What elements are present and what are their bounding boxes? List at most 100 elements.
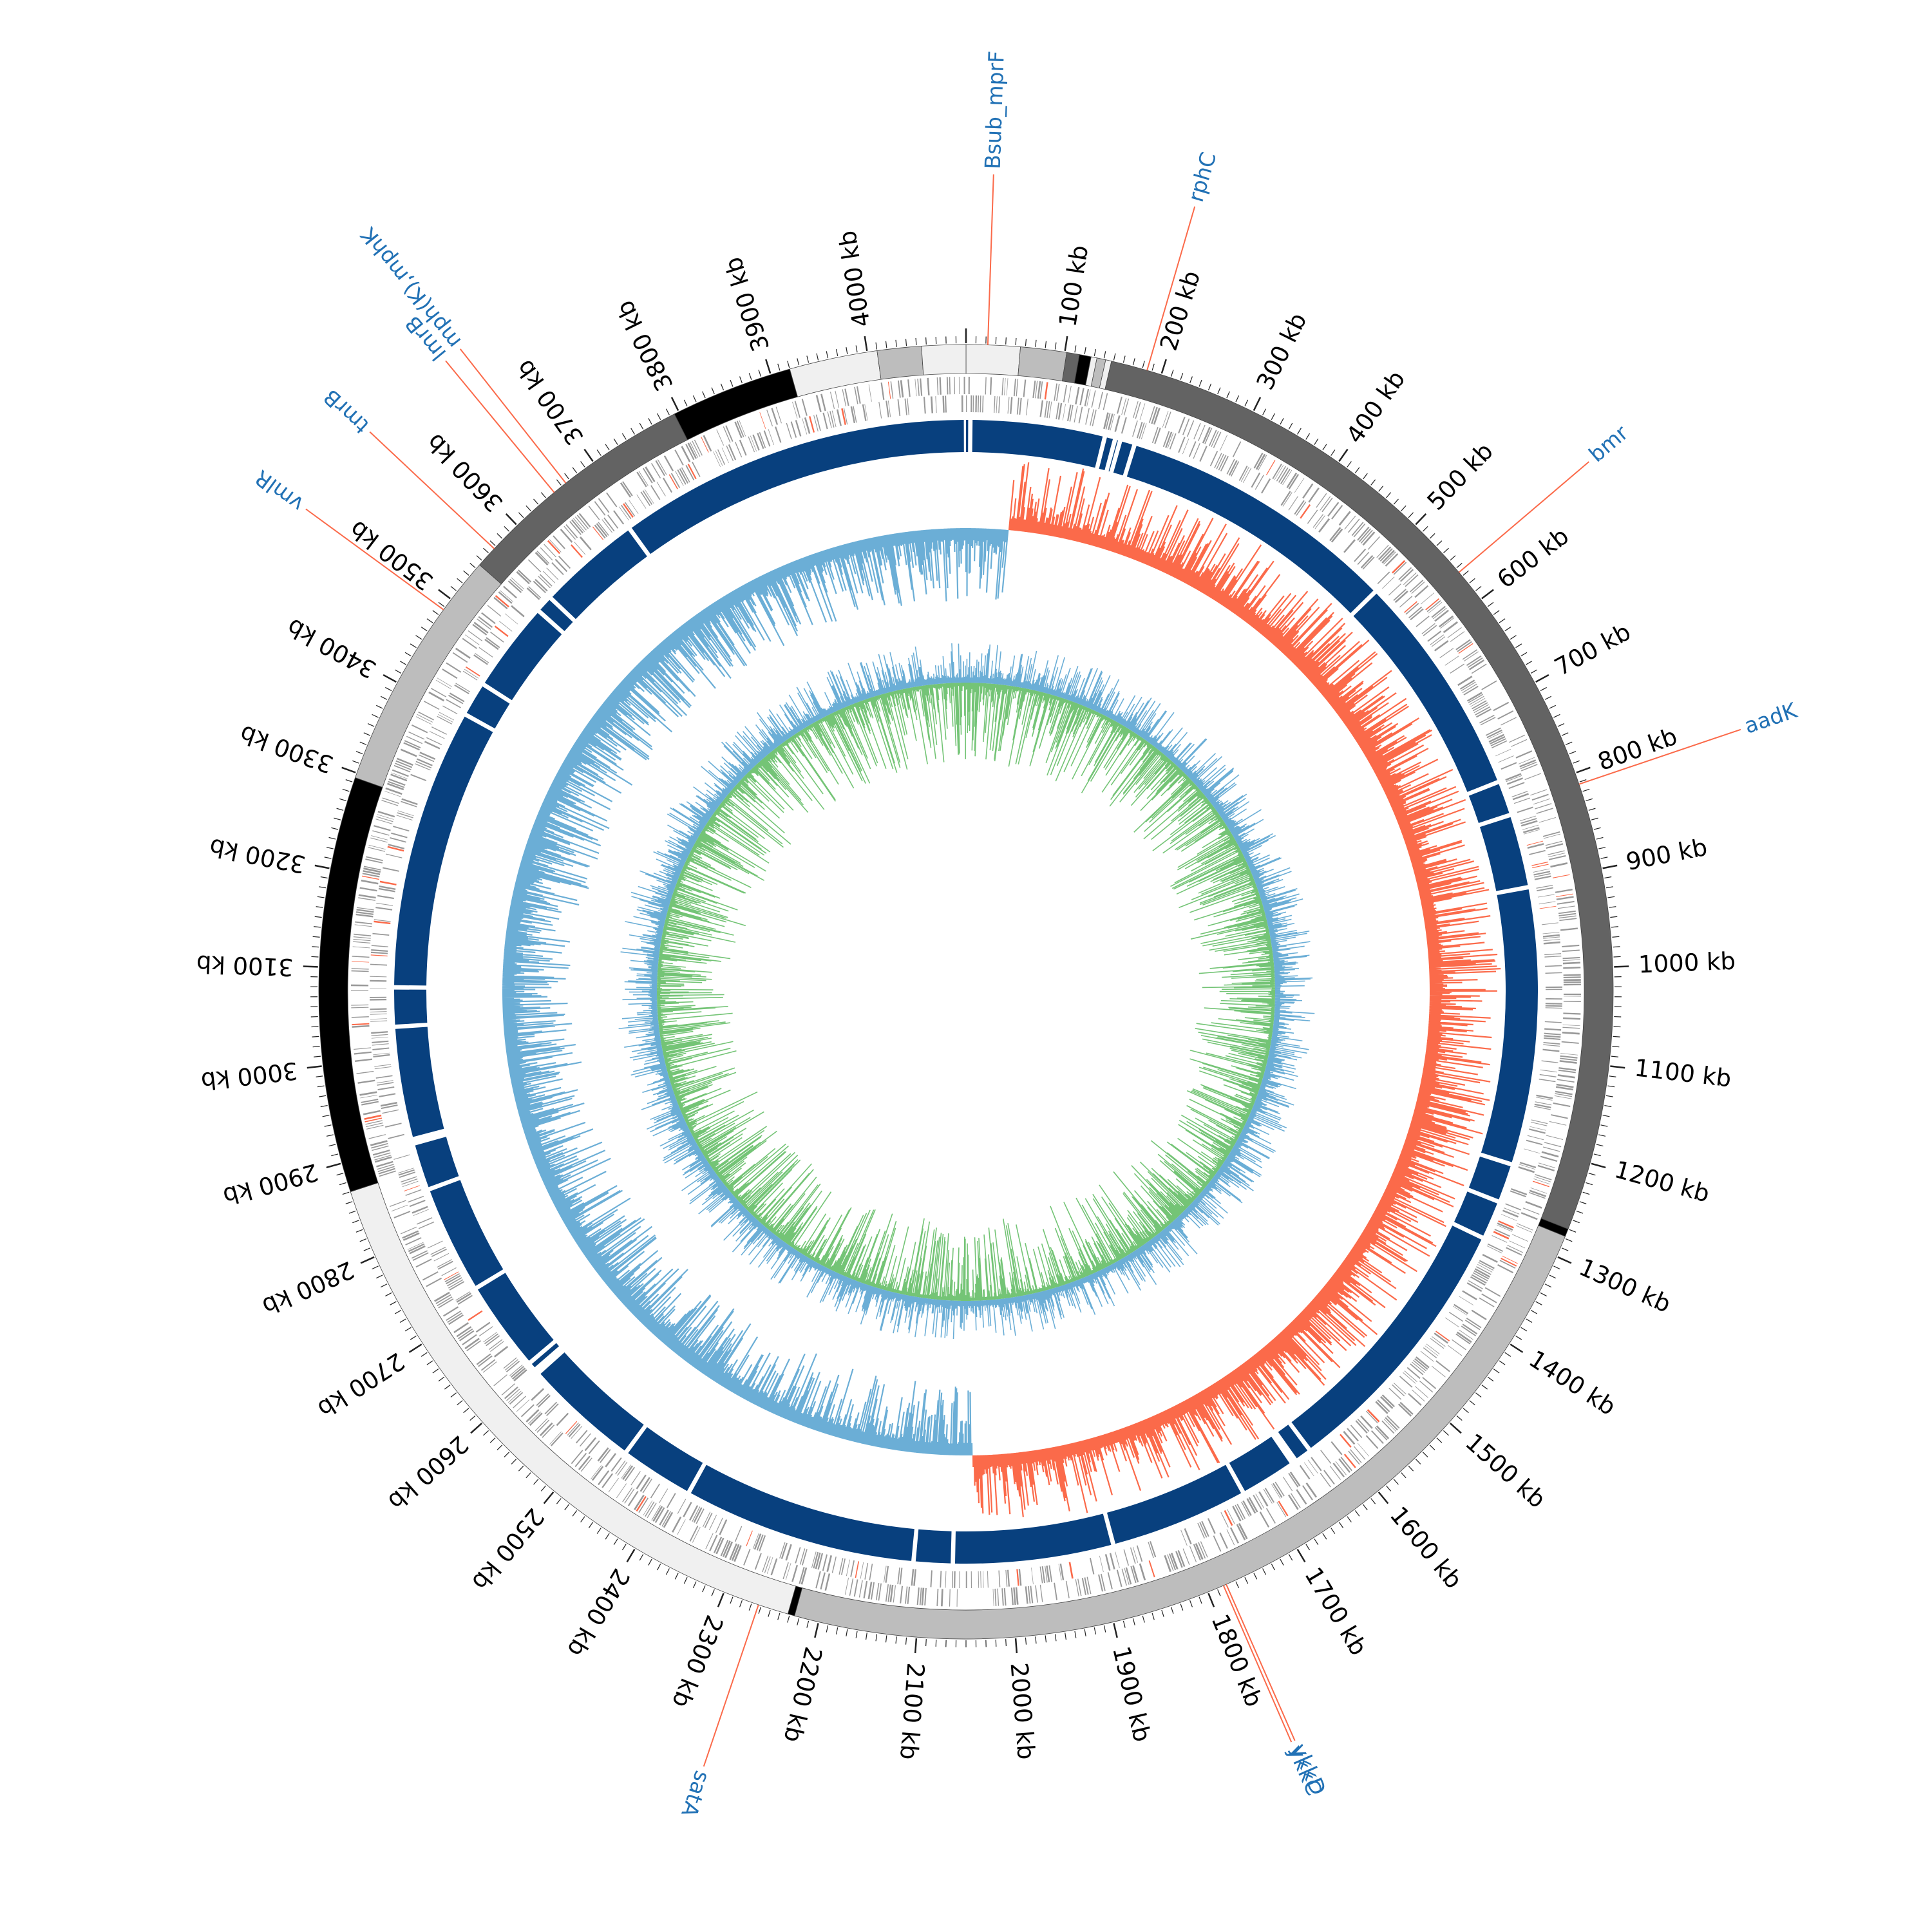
minor-tick: [787, 361, 790, 368]
gene-feature: [1452, 1339, 1466, 1350]
minor-tick: [665, 408, 670, 415]
gene-feature: [526, 587, 540, 600]
gene-feature: [771, 408, 779, 425]
gene-feature: [940, 1571, 942, 1588]
gene-feature: [1546, 843, 1564, 849]
gene-feature: [462, 1334, 477, 1345]
gene-feature: [1107, 1572, 1113, 1589]
minor-tick: [730, 1596, 734, 1604]
minor-tick: [846, 347, 848, 355]
gene-feature: [350, 990, 368, 991]
gene-feature: [615, 1460, 626, 1475]
minor-tick: [1305, 1544, 1311, 1551]
gene-feature: [371, 945, 388, 947]
blue-ring-segment: [1126, 446, 1374, 613]
gene-feature: [1379, 548, 1393, 562]
minor-tick: [1331, 1528, 1336, 1534]
minor-tick: [376, 705, 383, 709]
gene-feature: [1558, 1067, 1577, 1071]
minor-tick: [363, 732, 371, 736]
gene-feature: [1447, 627, 1462, 638]
minor-tick: [657, 413, 661, 420]
gene-feature: [850, 1560, 855, 1577]
gene-feature: [488, 1339, 503, 1350]
gene-feature: [1531, 1119, 1548, 1124]
tick-label: 1800 kb: [1206, 1610, 1268, 1710]
gene-feature: [397, 1168, 414, 1174]
gene-feature: [1393, 562, 1407, 575]
gene-feature: [616, 1483, 627, 1499]
contig-segment: [318, 777, 383, 1193]
gene-feature: [1084, 1577, 1089, 1595]
gene-feature: [1527, 843, 1544, 849]
gene-feature: [1046, 401, 1050, 418]
gene-feature: [1380, 1396, 1394, 1409]
minor-tick: [426, 1360, 433, 1365]
gene-feature: [1519, 1162, 1537, 1168]
gene-feature: [1236, 1524, 1246, 1540]
gene-feature: [1184, 1528, 1192, 1544]
minor-tick: [1331, 450, 1336, 456]
gene-feature: [1556, 896, 1574, 900]
tick-label: 4000 kb: [833, 229, 876, 329]
minor-tick: [1573, 760, 1580, 764]
gene-feature: [1056, 383, 1060, 401]
gene-feature: [375, 1075, 393, 1079]
blue-ring-segment: [631, 420, 964, 554]
gene-feature: [459, 1330, 475, 1341]
minor-tick: [1579, 1201, 1587, 1204]
gene-feature: [1343, 1430, 1356, 1445]
gene-feature: [1534, 875, 1551, 880]
gene-feature: [513, 1396, 527, 1408]
gene-feature: [1462, 1323, 1478, 1335]
minor-tick: [1363, 473, 1368, 480]
gene-feature: [1537, 894, 1555, 898]
gene-feature: [506, 1388, 520, 1401]
minor-tick: [410, 643, 417, 649]
gene-feature: [904, 398, 907, 415]
gene-feature: [1068, 1562, 1074, 1579]
gene-feature: [486, 1335, 500, 1347]
minor-tick: [1586, 798, 1593, 802]
gene-feature: [1421, 592, 1435, 605]
gene-feature: [1103, 393, 1108, 411]
gene-feature: [1182, 1548, 1190, 1565]
gene-feature: [498, 591, 513, 604]
gene-feature: [408, 1195, 424, 1203]
gene-feature: [945, 395, 947, 413]
gene-feature: [544, 1401, 558, 1415]
gene-feature: [785, 1563, 791, 1580]
gene-feature: [1540, 1155, 1558, 1162]
gc-skew-positive-bars: [972, 462, 1501, 1517]
gene-feature: [1089, 1557, 1095, 1575]
gene-feature: [1109, 1553, 1115, 1570]
gene-feature: [1408, 606, 1423, 619]
gene-feature: [728, 444, 737, 460]
minor-tick: [457, 1400, 463, 1406]
gene-feature: [1541, 1060, 1558, 1063]
gene-feature: [1182, 438, 1189, 455]
gene-feature: [971, 1571, 972, 1588]
tick-label: 3300 kb: [236, 719, 337, 778]
minor-tick: [1262, 1568, 1267, 1575]
gene-feature: [1544, 953, 1562, 956]
gene-feature: [423, 701, 440, 710]
gene-feature: [1482, 1253, 1498, 1264]
gene-feature: [1563, 976, 1581, 979]
gene-feature: [690, 442, 699, 458]
gene-feature: [1016, 397, 1019, 415]
gene-feature: [1115, 1551, 1120, 1568]
gene-feature: [574, 1453, 587, 1468]
gene-feature: [795, 420, 802, 437]
gene-feature: [354, 1047, 372, 1050]
minor-tick: [444, 1384, 451, 1390]
gene-feature: [415, 716, 432, 725]
major-tick: [1253, 397, 1262, 412]
minor-tick: [1217, 1589, 1221, 1596]
gene-feature: [801, 399, 808, 416]
gene-feature: [373, 1052, 390, 1056]
gene-feature: [575, 1430, 588, 1444]
minor-tick: [1025, 339, 1027, 346]
gene-feature: [1388, 583, 1401, 596]
gene-feature: [455, 683, 471, 692]
